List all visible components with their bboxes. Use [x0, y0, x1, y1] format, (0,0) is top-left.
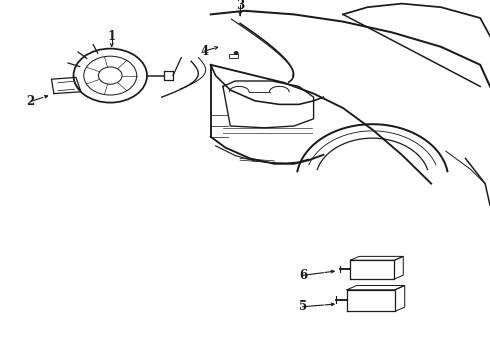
Text: 5: 5: [299, 300, 307, 313]
Text: 6: 6: [299, 269, 307, 282]
Circle shape: [234, 51, 239, 55]
Text: 1: 1: [108, 30, 116, 42]
Text: 3: 3: [236, 0, 244, 12]
Text: 4: 4: [200, 45, 208, 58]
Bar: [229, 54, 238, 58]
Text: 2: 2: [26, 95, 34, 108]
